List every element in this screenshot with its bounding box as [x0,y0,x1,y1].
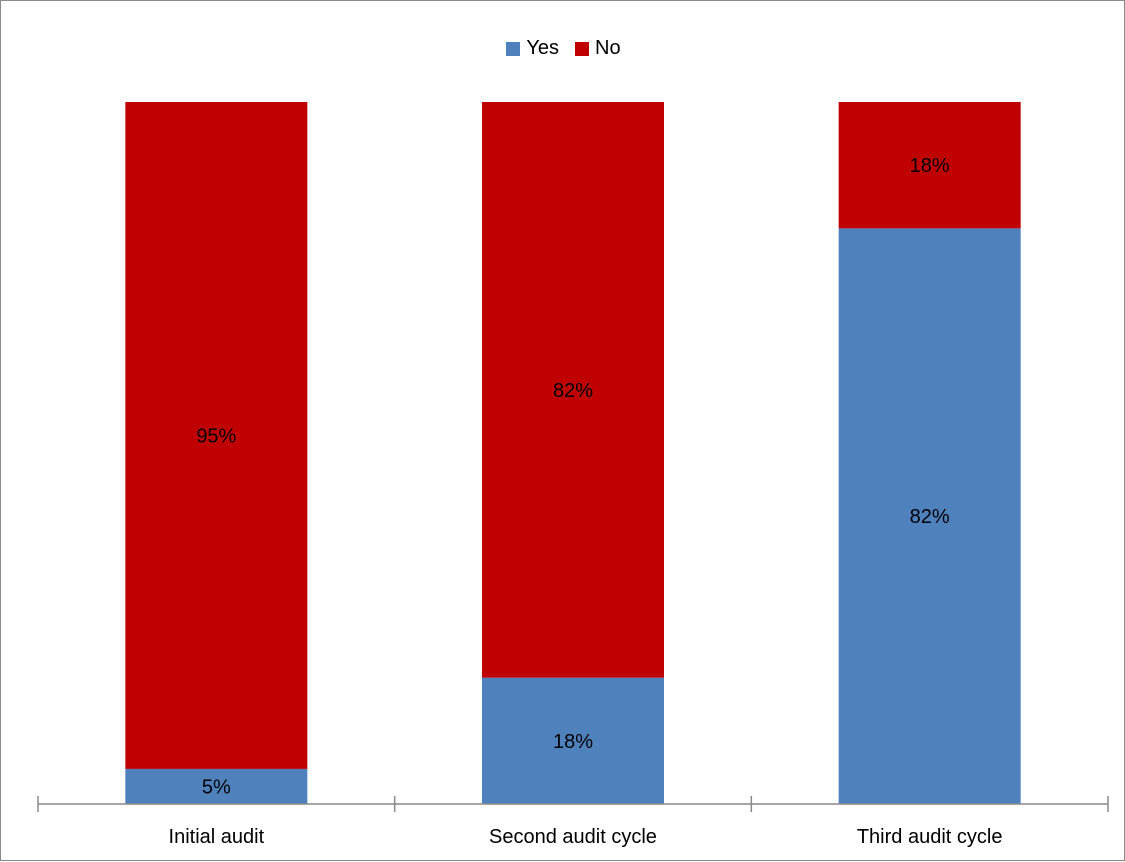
category-label-1: Initial audit [169,826,265,848]
data-label-yes-2: 18% [553,731,593,753]
category-label-3: Third audit cycle [857,826,1003,848]
category-label-2: Second audit cycle [489,826,657,848]
legend-item-yes: Yes [506,37,559,60]
data-label-no-2: 82% [553,380,593,402]
legend: Yes No [1,37,1125,60]
legend-label-no: No [595,37,621,59]
bar-no-1 [125,102,308,769]
bar-yes-1 [125,768,308,804]
data-label-no-1: 95% [196,425,236,447]
bar-yes-2 [482,677,664,804]
bar-no-3 [838,102,1021,229]
legend-swatch-no [575,41,590,56]
legend-item-no: No [575,37,621,60]
data-label-no-3: 18% [910,155,950,177]
data-label-yes-1: 5% [202,776,231,798]
legend-label-yes: Yes [526,37,560,59]
bar-no-2 [482,102,664,678]
bar-yes-3 [838,228,1021,805]
data-label-yes-3: 82% [910,506,950,528]
legend-swatch-yes [506,41,521,56]
